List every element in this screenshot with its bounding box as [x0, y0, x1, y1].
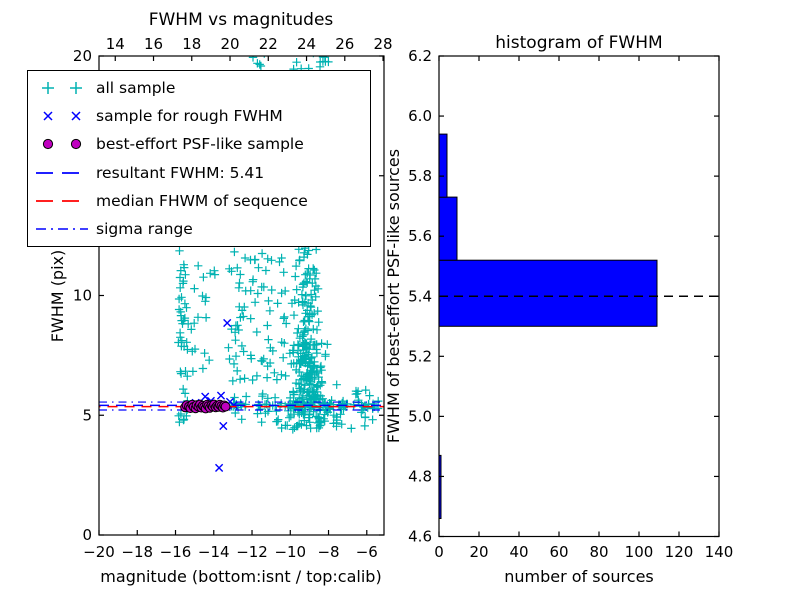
left-top-xtick-label: 18	[182, 35, 201, 53]
right-ytick-label: 6.2	[408, 47, 432, 65]
left-plot-title: FWHM vs magnitudes	[149, 10, 334, 30]
histogram-bar	[439, 196, 458, 261]
left-top-xtick-label: 20	[220, 35, 239, 53]
psf-like-sample-point	[220, 401, 231, 412]
legend-label: sigma range	[96, 220, 193, 239]
left-plot-xlabel: magnitude (bottom:isnt / top:calib)	[100, 567, 381, 586]
histogram-bar	[439, 259, 658, 327]
left-plot-ylabel: FWHM (pix)	[48, 250, 67, 343]
left-xtick-label: −16	[160, 543, 192, 561]
right-plot-xlabel: number of sources	[504, 567, 654, 586]
dashdot-line-icon	[36, 228, 88, 230]
legend-label: all sample	[96, 79, 176, 98]
left-top-xtick-label: 28	[373, 35, 392, 53]
all-sample-points	[248, 56, 266, 71]
right-xtick-label: 60	[549, 543, 568, 561]
all-sample-points	[231, 407, 283, 427]
right-ytick-label: 5.0	[408, 407, 432, 425]
legend-item-median-fwhm: median FHWM of sequence	[28, 187, 370, 215]
all-sample-points	[184, 261, 220, 376]
all-sample-points	[174, 246, 192, 427]
legend-label: resultant FWHM: 5.41	[96, 163, 265, 182]
all-sample-points	[224, 247, 291, 403]
right-xtick-label: 20	[469, 543, 488, 561]
all-sample-points	[281, 339, 336, 408]
left-ytick-label: 10	[73, 287, 92, 305]
left-top-xtick-label: 22	[259, 35, 278, 53]
legend-label: best-effort PSF-like sample	[96, 135, 304, 154]
left-xtick-label: −18	[121, 543, 153, 561]
circle-marker-icon	[42, 139, 82, 150]
dashed-line-icon	[36, 199, 88, 202]
histogram-bar	[439, 454, 442, 519]
legend-label: median FHWM of sequence	[96, 191, 308, 210]
scatter-plot-data	[99, 56, 384, 472]
right-ytick-label: 5.6	[408, 227, 432, 245]
right-ytick-label: 4.6	[408, 528, 432, 546]
all-sample-points	[289, 56, 333, 74]
axes-layer: −20 −18 −16 −14 −12 −10 −8 −6 14 16 18 20 22 24 26 28 0 5…	[73, 35, 733, 561]
all-sample-points	[287, 243, 323, 348]
left-ytick-label: 5	[82, 406, 92, 424]
legend-label: sample for rough FWHM	[96, 107, 283, 126]
left-xtick-label: −8	[317, 543, 339, 561]
legend-item-resultant-fwhm: resultant FWHM: 5.41	[28, 159, 370, 187]
legend-item-all-sample: all sample	[28, 74, 370, 102]
right-xtick-label: 0	[434, 543, 444, 561]
legend-item-sigma-range: sigma range	[28, 215, 370, 243]
legend-item-psf-sample: best-effort PSF-like sample	[28, 130, 370, 158]
left-xtick-label: −6	[356, 543, 378, 561]
dashed-line-icon	[36, 171, 88, 174]
left-ytick-label: 20	[73, 47, 92, 65]
x-marker-icon	[43, 111, 81, 121]
right-ytick-label: 5.2	[408, 347, 432, 365]
left-top-xtick-label: 26	[335, 35, 354, 53]
plus-marker-icon	[42, 82, 82, 95]
legend: all sample sample for rough FWHM best-ef…	[27, 70, 371, 247]
left-top-xtick-label: 16	[144, 35, 163, 53]
right-xtick-label: 120	[665, 543, 694, 561]
right-ytick-label: 5.4	[408, 287, 432, 305]
right-xtick-label: 140	[705, 543, 734, 561]
right-ytick-label: 4.8	[408, 467, 432, 485]
left-xtick-label: −20	[83, 543, 115, 561]
histogram-bar	[439, 133, 448, 198]
right-xtick-label: 40	[509, 543, 528, 561]
right-ytick-label: 5.8	[408, 167, 432, 185]
left-xtick-label: −10	[274, 543, 306, 561]
left-top-xtick-label: 14	[106, 35, 125, 53]
left-ytick-label: 0	[82, 526, 92, 544]
right-plot-ylabel: FWHM of best-effort PSF-like sources	[384, 149, 403, 443]
left-xtick-label: −14	[198, 543, 230, 561]
left-top-xtick-label: 24	[297, 35, 316, 53]
right-xtick-label: 100	[625, 543, 654, 561]
legend-item-rough-fwhm: sample for rough FWHM	[28, 102, 370, 130]
right-xtick-label: 80	[589, 543, 608, 561]
right-plot-title: histogram of FWHM	[495, 33, 662, 53]
left-xtick-label: −12	[236, 543, 268, 561]
histogram-data	[439, 133, 719, 519]
right-ytick-label: 6.0	[408, 107, 432, 125]
rough-fwhm-points	[183, 318, 238, 472]
